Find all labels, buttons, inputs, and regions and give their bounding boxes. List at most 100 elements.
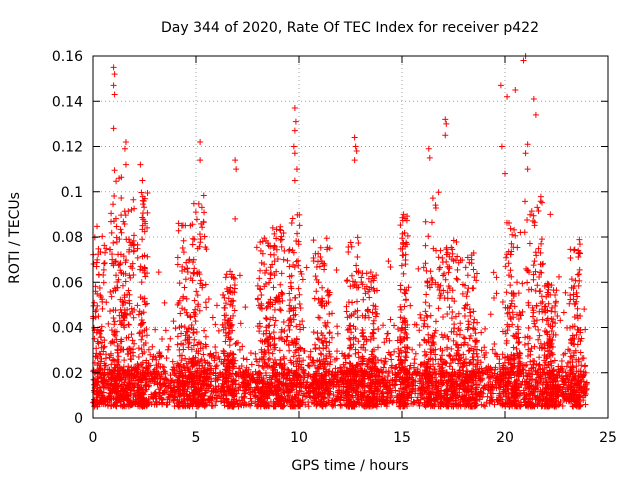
data-point (507, 225, 514, 232)
data-point (528, 208, 535, 215)
data-point (354, 234, 361, 241)
data-point (200, 399, 207, 406)
data-point (125, 397, 132, 404)
data-point (543, 390, 550, 397)
data-point (502, 263, 509, 270)
data-point (416, 375, 423, 382)
data-point (545, 382, 552, 389)
data-point (248, 361, 255, 368)
data-point (103, 245, 110, 252)
data-point (373, 403, 380, 410)
data-point (533, 360, 540, 367)
data-point (128, 242, 135, 249)
data-point (277, 236, 284, 243)
data-point (430, 389, 437, 396)
data-point (246, 373, 253, 380)
data-point (94, 385, 101, 392)
data-point (127, 402, 134, 409)
data-point (100, 389, 107, 396)
data-point (460, 351, 467, 358)
data-point (387, 385, 394, 392)
data-point (207, 382, 214, 389)
data-point (112, 215, 119, 222)
data-point (344, 327, 351, 334)
data-point (100, 260, 107, 267)
data-point (354, 307, 361, 314)
data-point (174, 301, 181, 308)
data-point (259, 380, 266, 387)
data-point (266, 279, 273, 286)
data-point (117, 267, 124, 274)
data-point (287, 297, 294, 304)
data-point (257, 267, 264, 274)
data-point (94, 401, 101, 408)
data-point (320, 365, 327, 372)
data-point (279, 393, 286, 400)
data-point (140, 398, 147, 405)
data-point (526, 396, 533, 403)
data-point (513, 330, 520, 337)
data-point (506, 305, 513, 312)
data-point (101, 343, 108, 350)
data-point (473, 270, 480, 277)
data-point (541, 282, 548, 289)
data-point (548, 308, 555, 315)
data-point (403, 334, 410, 341)
data-point (252, 350, 259, 357)
data-point (228, 323, 235, 330)
data-point (518, 381, 525, 388)
data-point (271, 322, 278, 329)
data-point (305, 389, 312, 396)
data-point (465, 402, 472, 409)
data-point (525, 340, 532, 347)
data-point (401, 344, 408, 351)
data-point (259, 250, 266, 257)
data-point (222, 329, 229, 336)
data-point (113, 239, 120, 246)
data-point (449, 308, 456, 315)
data-point (464, 387, 471, 394)
data-point (189, 259, 196, 266)
data-point (276, 379, 283, 386)
data-point (180, 362, 187, 369)
data-point (134, 302, 141, 309)
data-point (117, 260, 124, 267)
data-point (398, 327, 405, 334)
data-point (432, 327, 439, 334)
data-point (174, 254, 181, 261)
data-point (279, 290, 286, 297)
data-point (184, 364, 191, 371)
data-point (508, 240, 515, 247)
data-point (437, 247, 444, 254)
data-point (523, 265, 530, 272)
data-point (386, 379, 393, 386)
data-point (463, 293, 470, 300)
data-point (202, 299, 209, 306)
data-point (319, 393, 326, 400)
data-point (318, 351, 325, 358)
data-point (542, 309, 549, 316)
data-point (459, 290, 466, 297)
data-point (338, 390, 345, 397)
data-point (100, 380, 107, 387)
data-point (143, 332, 150, 339)
data-point (301, 390, 308, 397)
data-point (418, 385, 425, 392)
data-point (317, 244, 324, 251)
data-point (370, 389, 377, 396)
data-point (264, 303, 271, 310)
data-point (543, 378, 550, 385)
data-point (112, 258, 119, 265)
data-point (104, 366, 111, 373)
data-point (465, 376, 472, 383)
data-point (315, 397, 322, 404)
data-point (272, 403, 279, 410)
data-point (97, 248, 104, 255)
data-point (547, 385, 554, 392)
data-point (118, 321, 125, 328)
data-point (124, 306, 131, 313)
data-point (116, 370, 123, 377)
data-point (460, 341, 467, 348)
data-point (422, 299, 429, 306)
data-point (461, 380, 468, 387)
